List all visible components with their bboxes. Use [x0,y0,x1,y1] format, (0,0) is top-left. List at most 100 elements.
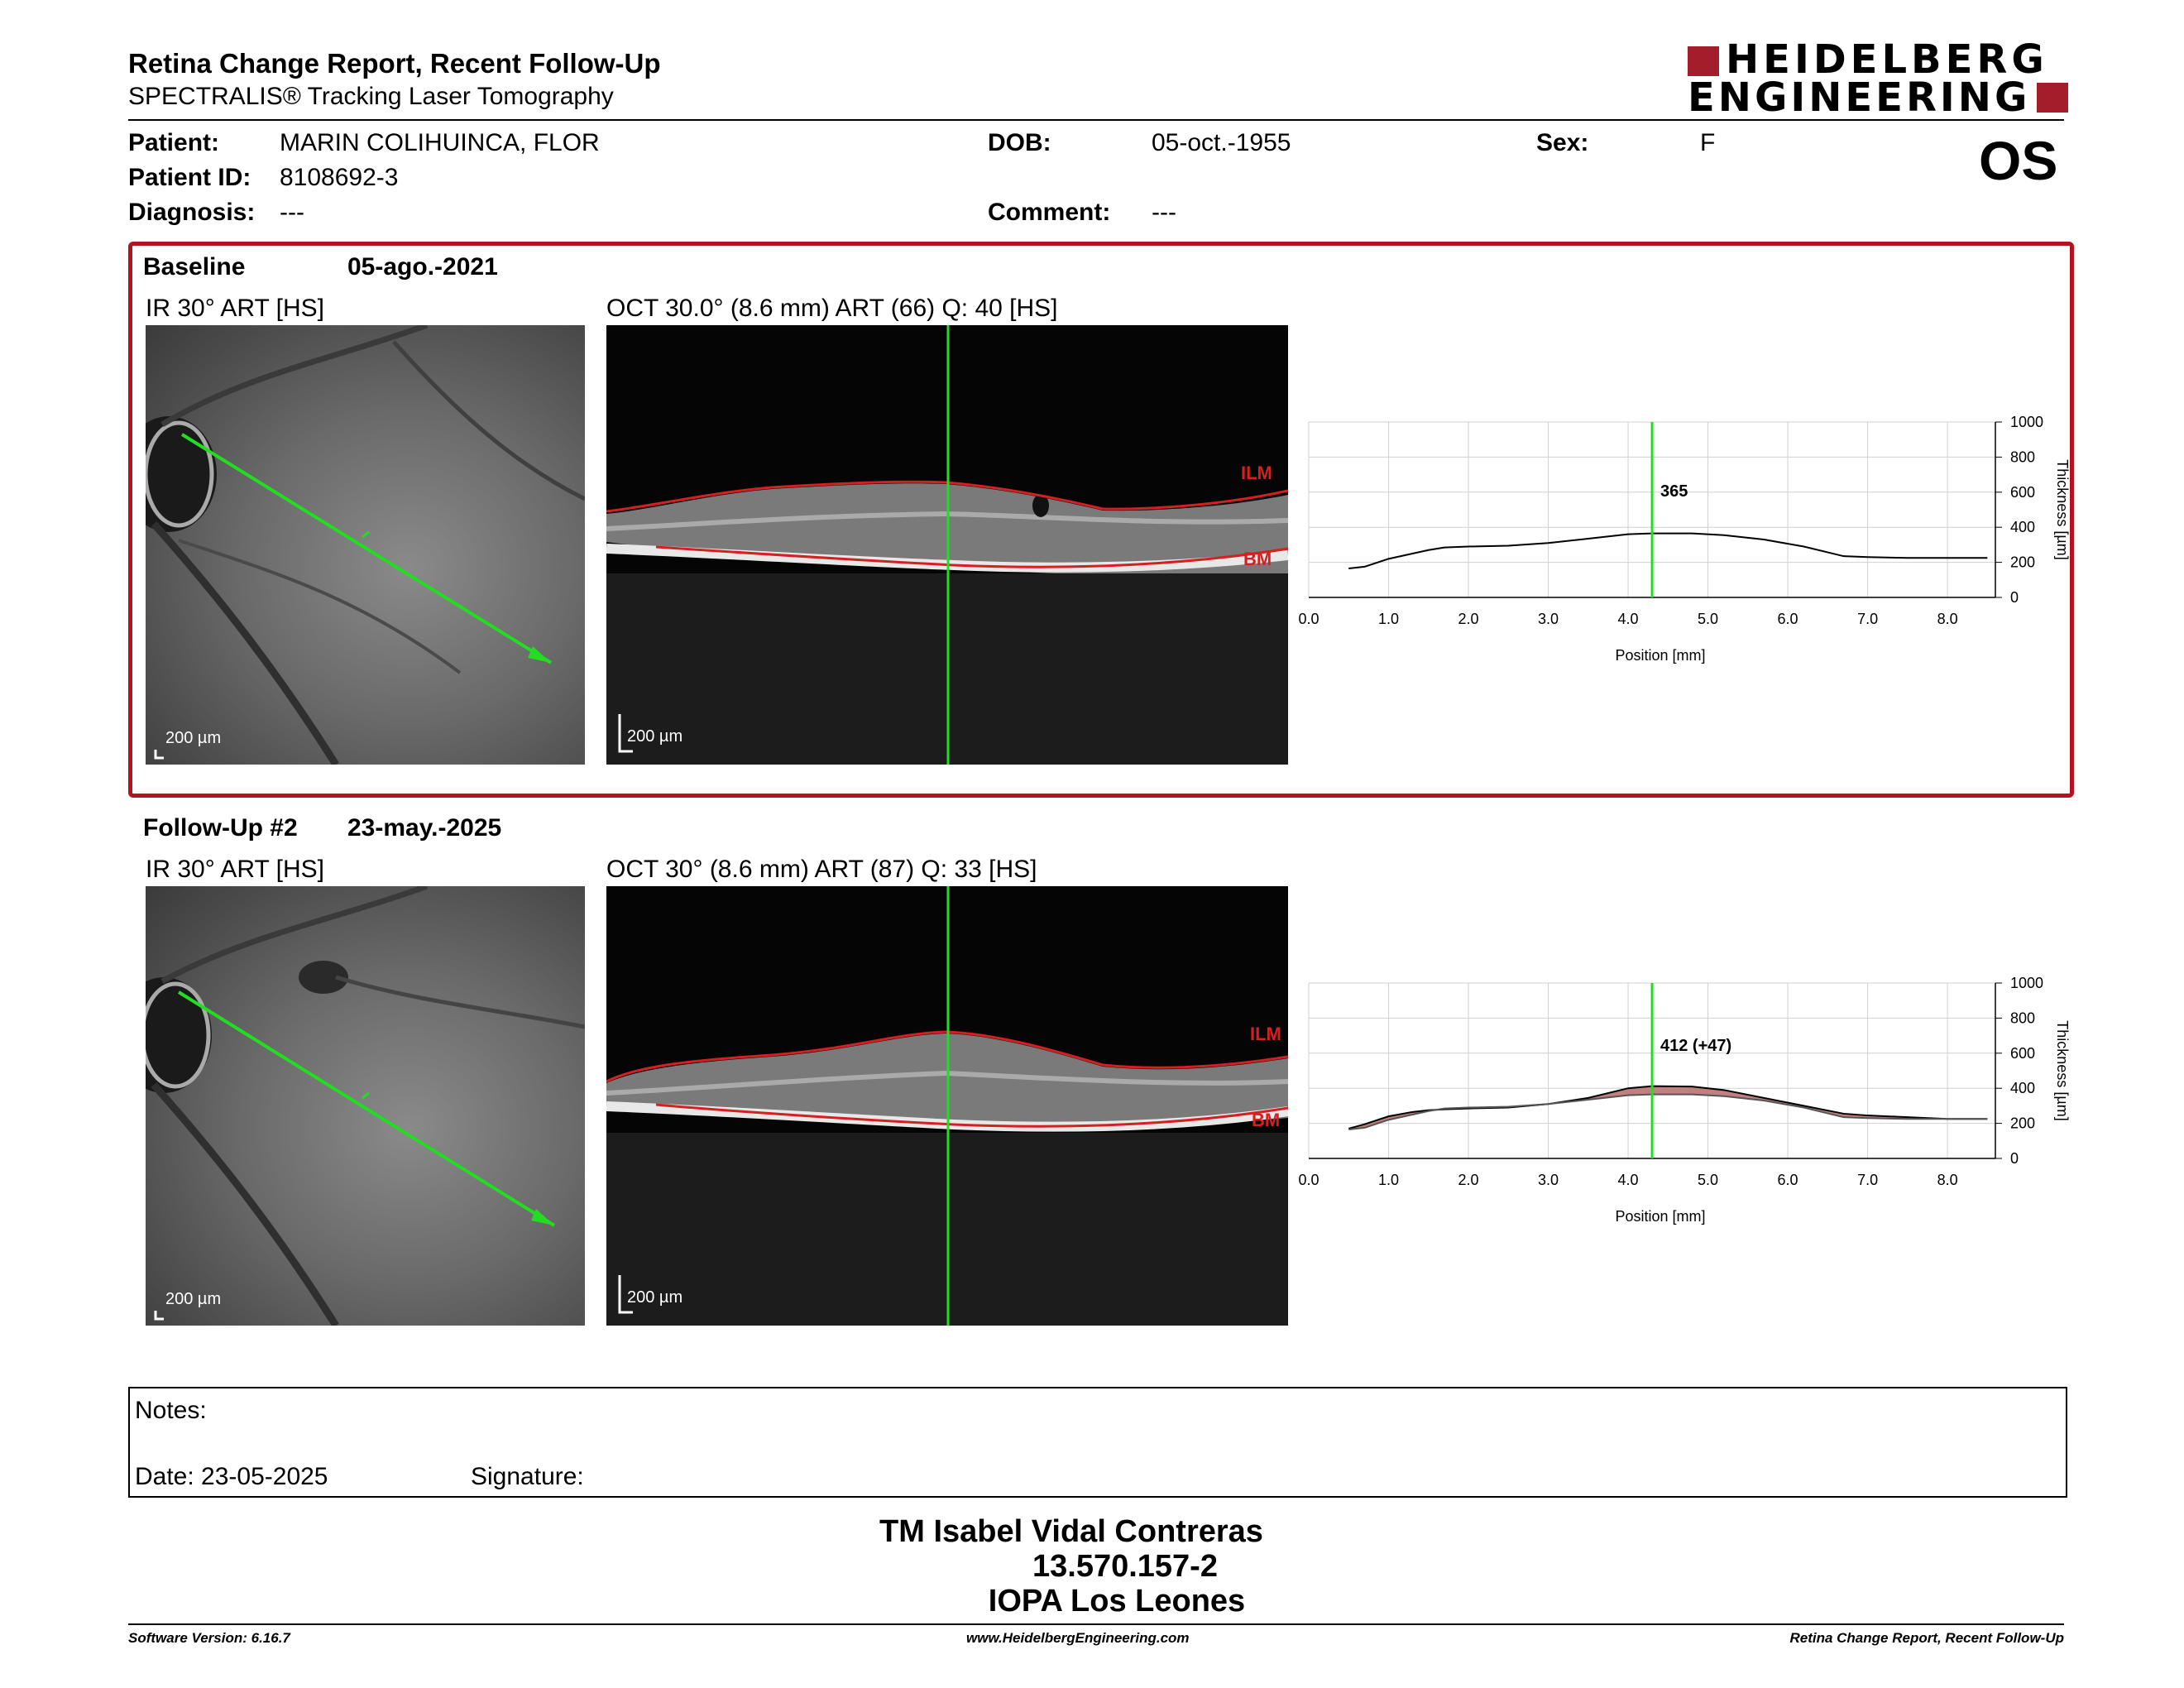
followup-ir-scale: 200 µm [165,1290,222,1308]
patient-name: MARIN COLIHUINCA, FLOR [280,129,600,156]
signer-id: 13.570.157-2 [1032,1549,1218,1584]
baseline-thickness-chart: 0.0 1.0 2.0 3.0 4.0 5.0 6.0 7.0 8.0 0 200 400 600 800… [1299,414,2071,664]
comment-label: Comment: [988,199,1111,226]
baseline-date: 05-ago.-2021 [347,253,498,281]
bm-label: BM [1252,1110,1281,1130]
y-axis-label: Thickness [µm] [2054,459,2071,559]
dob-label: DOB: [988,129,1051,156]
thickness-series-line [1348,1093,1988,1131]
ilm-line [606,480,1288,513]
bm-label: BM [1243,549,1272,569]
sex-label: Sex: [1536,129,1589,156]
heidelberg-logo: HEIDELBERG ENGINEERING [1688,38,2068,121]
x-tick-label: 0.0 [1299,1172,1320,1188]
baseline-ir-title: IR 30° ART [HS] [146,295,324,322]
scan-marker [362,530,370,539]
x-axis-label: Position [mm] [1615,1208,1705,1225]
baseline-oct-image[interactable]: ILM BM 200 µm [606,325,1288,765]
x-tick-label: 2.0 [1458,1172,1479,1188]
sex-value: F [1700,129,1716,156]
followup-oct-scale: 200 µm [627,1288,683,1307]
retina-layer [606,1070,1288,1096]
scan-marker [362,1091,370,1100]
patient-label: Patient: [128,129,220,156]
x-axis-label: Position [mm] [1615,647,1705,664]
x-tick-label: 4.0 [1618,611,1639,627]
y-tick-label: 600 [2010,484,2035,501]
followup-oct-image[interactable]: ILM BM 200 µm [606,886,1288,1326]
x-tick-label: 0.0 [1299,611,1320,627]
x-tick-label: 6.0 [1778,1172,1798,1188]
signer-name: TM Isabel Vidal Contreras [879,1514,1263,1549]
baseline-ir-image[interactable]: 200 µm [146,325,585,765]
vessel [160,325,429,428]
y-tick-label: 200 [2010,1115,2035,1132]
baseline-ir-drawing [146,325,585,765]
dob-value: 05-oct.-1955 [1152,129,1291,156]
baseline-oct-drawing [606,325,1288,765]
bm-line [655,1103,1288,1128]
vessel [335,975,585,1029]
software-version: Software Version: 6.16.7 [128,1630,290,1646]
comment-value: --- [1152,199,1176,226]
website-link[interactable]: www.HeidelbergEngineering.com [966,1630,1190,1646]
scale-bar [618,1275,633,1314]
x-tick-label: 3.0 [1538,1172,1559,1188]
y-tick-label: 400 [2010,519,2035,535]
x-tick-label: 3.0 [1538,611,1559,627]
baseline-frame [128,242,2074,798]
thickness-series-line [1348,532,1988,570]
scan-line [180,433,553,664]
y-tick-label: 200 [2010,554,2035,571]
y-axis-label: Thickness [µm] [2054,1020,2071,1120]
x-tick-label: 1.0 [1378,611,1399,627]
baseline-oct-scale: 200 µm [627,727,683,746]
x-tick-label: 8.0 [1937,611,1958,627]
logo-red-block-top [1688,46,1719,76]
baseline-label: Baseline [143,253,246,281]
cursor-value-label: 365 [1660,482,1688,501]
y-tick-label: 1000 [2010,414,2043,430]
followup-oct-drawing [606,886,1288,1326]
followup-ir-image[interactable]: 200 µm [146,886,585,1326]
followup-ir-drawing [146,886,585,1326]
report-subtitle: SPECTRALIS® Tracking Laser Tomography [128,83,614,110]
x-tick-label: 1.0 [1378,1172,1399,1188]
logo-line1: HEIDELBERG [1726,36,2048,83]
retina-layer [606,511,1288,531]
report-title: Retina Change Report, Recent Follow-Up [128,48,661,79]
x-tick-label: 6.0 [1778,611,1798,627]
y-tick-label: 600 [2010,1045,2035,1062]
ilm-label: ILM [1250,1024,1281,1044]
vessel [178,539,462,674]
ilm-label: ILM [1241,463,1272,483]
scale-bar [618,714,633,753]
baseline-ir-scale: 200 µm [165,729,222,747]
cursor-value-label: 412 (+47) [1660,1037,1731,1055]
notes-box[interactable] [128,1387,2067,1498]
x-tick-label: 5.0 [1698,1172,1718,1188]
x-tick-label: 4.0 [1618,1172,1639,1188]
logo-line2: ENGINEERING [1688,74,2031,121]
scan-arrow-icon [531,1209,554,1225]
vessel [392,340,585,501]
y-tick-label: 0 [2010,1150,2019,1167]
y-tick-label: 0 [2010,589,2019,606]
followup-oct-title: OCT 30° (8.6 mm) ART (87) Q: 33 [HS] [606,856,1037,883]
y-tick-label: 800 [2010,1009,2035,1026]
cyst [1032,494,1049,517]
vessel [151,1082,339,1326]
optic-disc [146,977,212,1093]
x-tick-label: 8.0 [1937,1172,1958,1188]
patient-id: 8108692-3 [280,164,399,191]
notes-label: Notes: [135,1397,207,1424]
logo-red-block-bottom [2037,83,2068,113]
y-tick-label: 800 [2010,448,2035,465]
scan-line [177,990,556,1227]
optic-disc-rim [146,420,214,528]
x-tick-label: 5.0 [1698,611,1718,627]
signer-institution: IOPA Los Leones [988,1584,1246,1618]
thickness-series-line [1348,1085,1988,1129]
notes-date: Date: 23-05-2025 [135,1463,328,1490]
footer-divider [128,1623,2064,1625]
